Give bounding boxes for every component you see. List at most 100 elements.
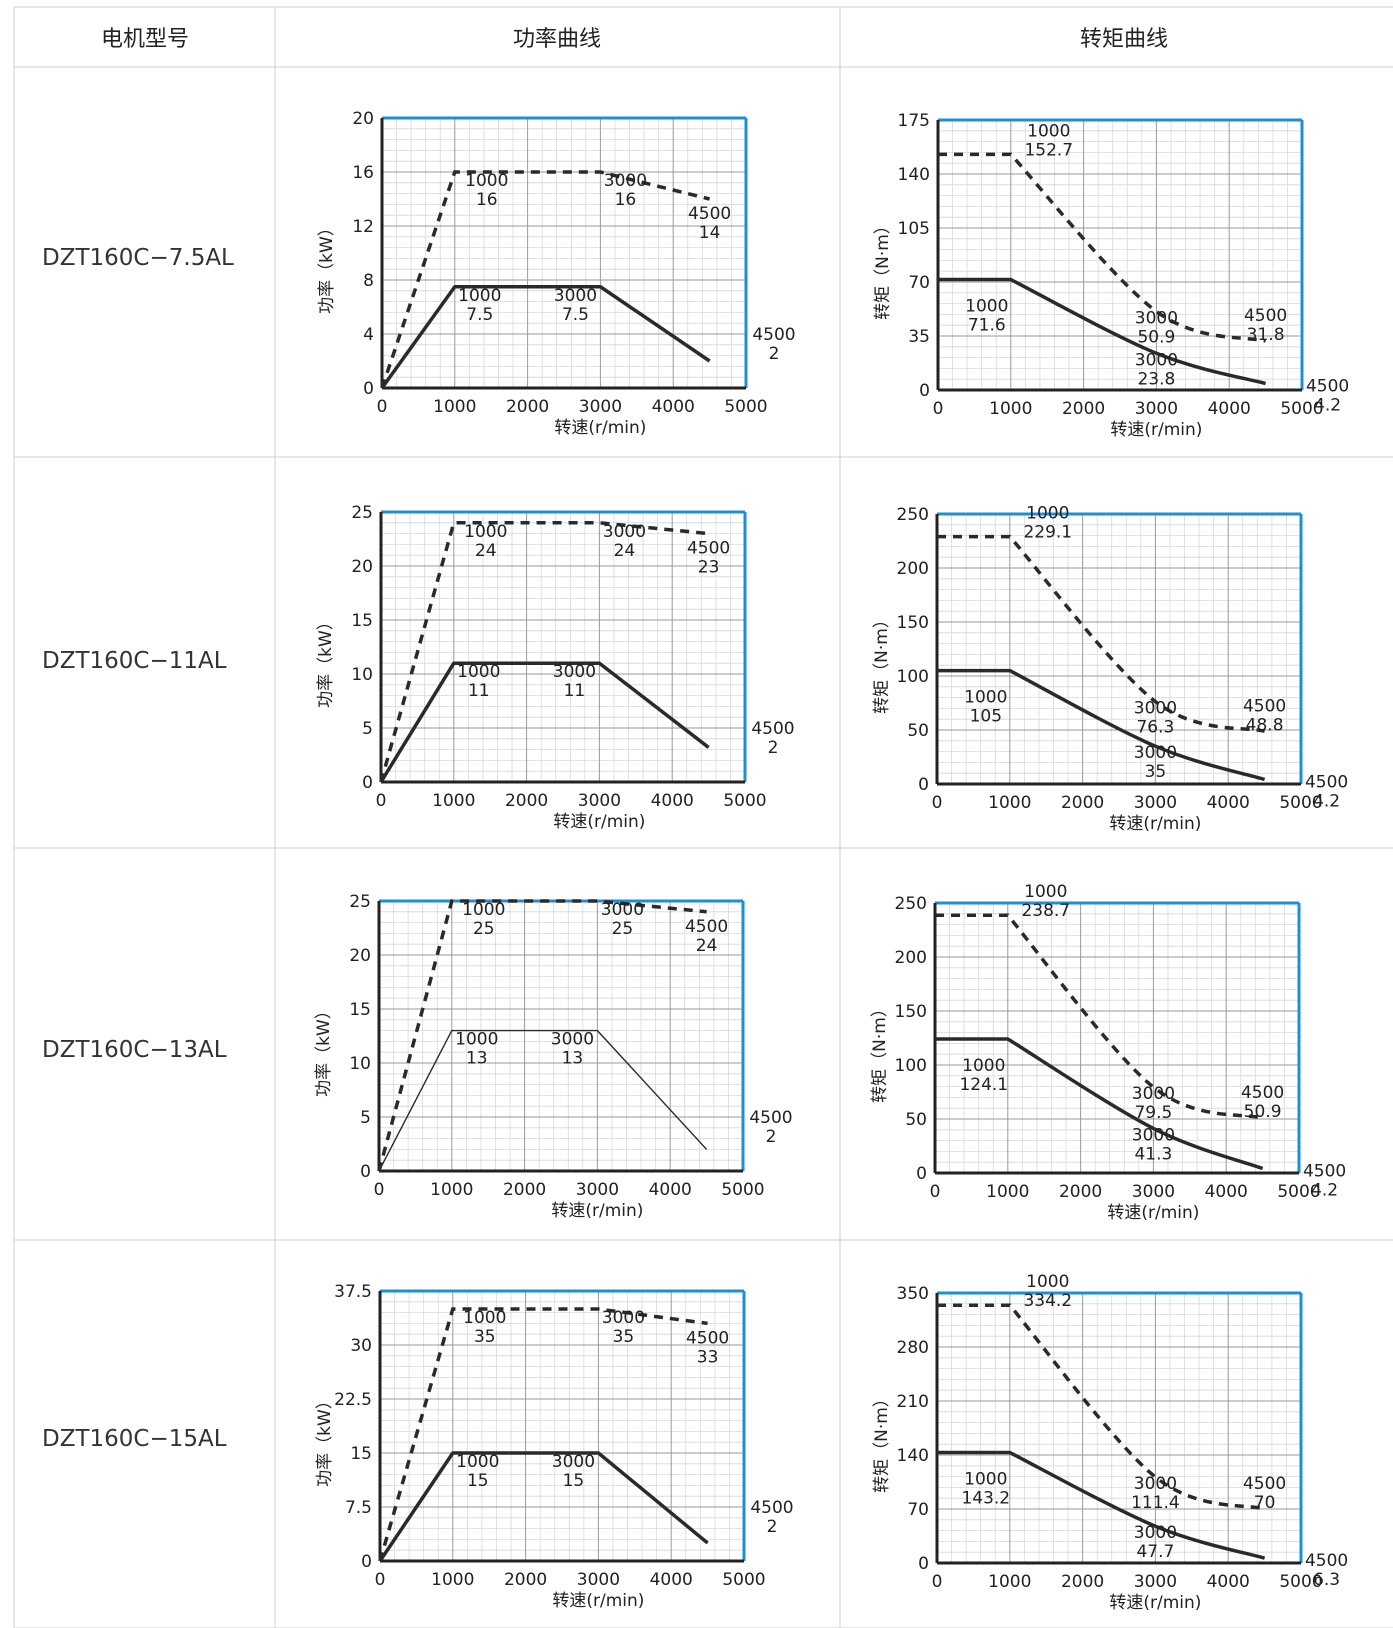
x-axis-title: 转速(r/min)	[554, 418, 646, 438]
point-label-x: 4500	[687, 539, 730, 559]
x-tick-label: 0	[377, 397, 388, 417]
x-tick-label: 4000	[650, 1570, 693, 1590]
y-tick-label: 20	[352, 109, 374, 129]
model-name: DZT160C−11AL	[42, 648, 227, 674]
point-label-x: 1000	[1027, 121, 1070, 141]
peak-curve-line	[378, 1307, 708, 1562]
rated-curve-line	[379, 661, 710, 783]
point-label-x: 4500	[688, 204, 731, 224]
point-label-y: 2	[768, 738, 779, 758]
point-label-x: 3000	[1132, 1084, 1175, 1104]
point-label-x: 4500	[752, 325, 795, 345]
x-tick-label: 1000	[988, 1572, 1031, 1592]
point-label-y: 152.7	[1024, 140, 1073, 160]
x-tick-label: 2000	[503, 1180, 546, 1200]
rated-curve-line	[937, 1450, 1266, 1560]
y-axis-title: 功率（kW）	[315, 1392, 335, 1487]
point-label-x: 1000	[457, 662, 500, 682]
y-tick-label: 15	[351, 611, 373, 631]
y-tick-label: 10	[351, 665, 373, 685]
point-label-y: 23	[698, 558, 720, 578]
point-label-x: 1000	[456, 1452, 499, 1472]
x-tick-label: 4000	[1207, 793, 1250, 813]
table-grid	[13, 6, 1393, 1628]
point-label-x: 1000	[964, 688, 1007, 708]
x-tick-label: 3000	[1132, 1182, 1175, 1202]
point-label-x: 1000	[965, 297, 1008, 317]
y-axis-title: 转矩（N·m）	[873, 217, 893, 320]
power-chart: 0 1000 2000 3000 4000 5000 0 5 10 15 20 25 转速(r/min)…	[316, 503, 795, 832]
x-tick-label: 2000	[506, 397, 549, 417]
point-label-y: 23.8	[1137, 369, 1175, 389]
x-tick-label: 5000	[724, 397, 767, 417]
y-tick-label: 0	[918, 775, 929, 795]
x-tick-label: 2000	[1059, 1182, 1102, 1202]
point-label-x: 4500	[1303, 1161, 1346, 1181]
point-label-x: 1000	[464, 522, 507, 542]
x-tick-label: 3000	[579, 397, 622, 417]
y-tick-label: 20	[351, 557, 373, 577]
y-tick-label: 22.5	[334, 1390, 372, 1410]
y-tick-label: 12	[352, 217, 374, 237]
x-tick-label: 4000	[652, 397, 695, 417]
y-tick-label: 250	[897, 505, 929, 525]
point-label-x: 4500	[1241, 1083, 1284, 1103]
y-tick-label: 210	[897, 1392, 929, 1412]
point-label-y: 124.1	[959, 1075, 1008, 1095]
point-label-y: 48.8	[1246, 715, 1284, 735]
point-label-y: 111.4	[1131, 1493, 1180, 1513]
point-label-y: 24	[475, 541, 497, 561]
point-label-y: 15	[563, 1471, 585, 1491]
point-label-x: 3000	[551, 1030, 594, 1050]
point-label-x: 1000	[1026, 1272, 1069, 1292]
x-axis-title: 转速(r/min)	[1109, 1593, 1201, 1613]
y-tick-label: 105	[898, 219, 930, 239]
y-tick-label: 5	[360, 1108, 371, 1128]
point-label-y: 71.6	[968, 316, 1006, 336]
point-label-x: 4500	[685, 917, 728, 937]
x-tick-label: 4000	[651, 791, 694, 811]
y-tick-label: 250	[895, 894, 927, 914]
y-tick-label: 50	[907, 721, 929, 741]
y-tick-label: 150	[895, 1002, 927, 1022]
point-label-x: 4500	[751, 719, 794, 739]
peak-curve-line	[380, 170, 711, 389]
x-tick-label: 3000	[577, 1570, 620, 1590]
x-tick-label: 4000	[1205, 1182, 1248, 1202]
point-label-y: 35	[613, 1327, 635, 1347]
point-label-y: 15	[467, 1471, 489, 1491]
x-tick-label: 0	[930, 1182, 941, 1202]
y-tick-label: 20	[349, 946, 371, 966]
header-torque-curve: 转矩曲线	[1080, 27, 1168, 52]
x-tick-label: 2000	[504, 1570, 547, 1590]
y-tick-label: 280	[897, 1338, 929, 1358]
point-label-x: 4500	[1306, 377, 1349, 397]
point-label-y: 2	[766, 1127, 777, 1147]
point-label-x: 4500	[686, 1328, 729, 1348]
point-label-x: 3000	[1135, 308, 1178, 328]
y-tick-label: 70	[908, 273, 930, 293]
y-tick-label: 8	[363, 271, 374, 291]
peak-curve-line	[938, 152, 1267, 343]
peak-curve-line	[935, 913, 1264, 1120]
point-label-y: 35	[1145, 762, 1167, 782]
